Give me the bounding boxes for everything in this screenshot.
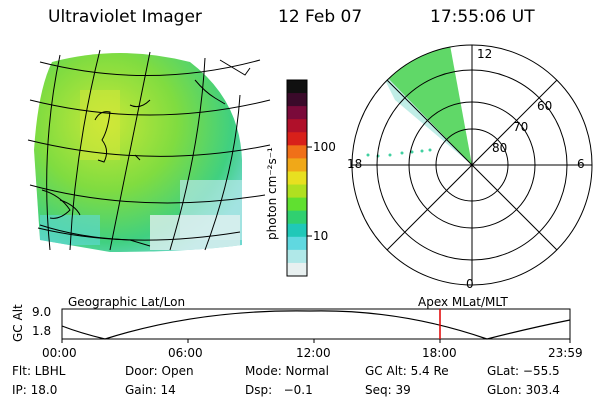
altitude-curve	[61, 310, 571, 340]
status-filter: Flt: LBHL	[12, 364, 66, 378]
polar-mlt-12: 12	[477, 47, 493, 61]
status-seq: Seq: 39	[365, 383, 411, 397]
alt-ytick-1-8: 1.8	[32, 324, 52, 338]
colorbar-tick-100: 100	[313, 140, 336, 154]
status-mode: Mode: Normal	[245, 364, 329, 378]
colorbar-segment	[287, 145, 307, 159]
status-gc-alt: GC Alt: 5.4 Re	[365, 364, 449, 378]
alt-xtick-1800: 18:00	[422, 346, 457, 360]
time-label: 17:55:06 UT	[430, 7, 535, 27]
polar-lat-80: 80	[492, 141, 508, 155]
polar-mlt-6: 6	[577, 157, 585, 171]
colorbar-tick-10: 10	[313, 229, 329, 243]
polar-lat-60: 60	[537, 99, 553, 113]
colorbar-segment	[287, 197, 307, 212]
alt-xtick-2359: 23:59	[548, 346, 583, 360]
coastlines	[39, 79, 226, 247]
colorbar-segment	[287, 223, 307, 238]
colorbar-segment	[287, 119, 307, 133]
date-label: 12 Feb 07	[278, 7, 363, 27]
alt-panel-left-title: Geographic Lat/Lon	[68, 295, 186, 309]
status-dsp: Dsp: −0.1	[245, 383, 313, 397]
geo-grid-lines	[27, 49, 271, 251]
polar-mlt-0: 0	[466, 277, 474, 291]
alt-xtick-0000: 00:00	[42, 346, 77, 360]
alt-ytick-9: 9.0	[32, 305, 52, 319]
polar-mlt-18: 18	[347, 157, 363, 171]
colorbar-segment	[287, 93, 307, 107]
colorbar-segment	[287, 106, 307, 120]
colorbar-segment	[287, 210, 307, 225]
status-door: Door: Open	[125, 364, 194, 378]
colorbar-segment	[287, 249, 307, 264]
alt-xtick-0600: 06:00	[168, 346, 203, 360]
polar-aurora-wedge	[380, 45, 472, 165]
colorbar-segment	[287, 262, 307, 277]
colorbar-segment	[287, 80, 307, 94]
colorbar-segment	[287, 236, 307, 251]
geo-speckle	[40, 90, 242, 250]
status-glat: GLat: −55.5	[487, 364, 560, 378]
colorbar-segment	[287, 132, 307, 146]
alt-panel-right-title: Apex MLat/MLT	[418, 295, 508, 309]
instrument-title: Ultraviolet Imager	[48, 7, 202, 27]
alt-xtick-1200: 12:00	[296, 346, 331, 360]
polar-lat-70: 70	[513, 120, 529, 134]
polar-aurora-dots	[366, 148, 432, 158]
status-gain: Gain: 14	[125, 383, 176, 397]
colorbar-segment	[287, 171, 307, 186]
status-glon: GLon: 303.4	[487, 383, 560, 397]
colorbar-segment	[287, 184, 307, 199]
status-ip: IP: 18.0	[12, 383, 58, 397]
colorbar-segment	[287, 158, 307, 172]
